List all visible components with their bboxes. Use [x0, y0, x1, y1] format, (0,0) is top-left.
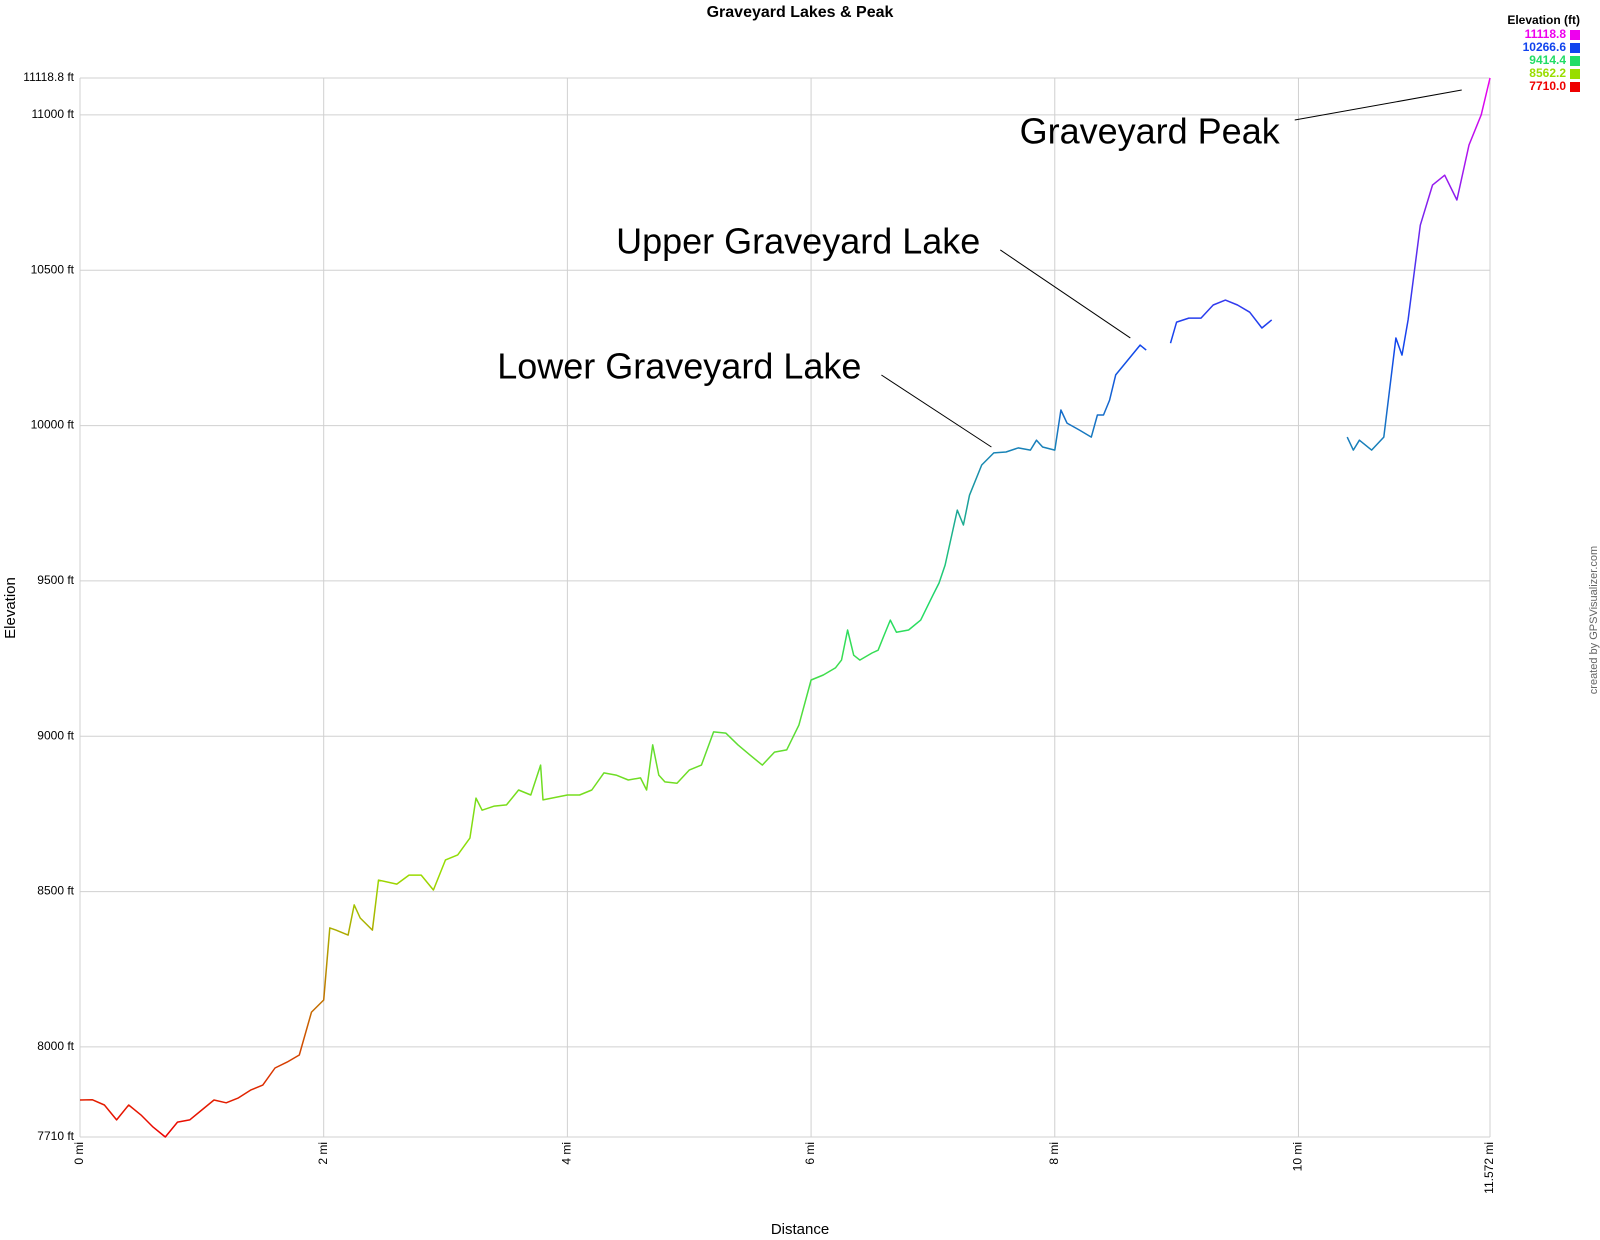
legend-swatch [1570, 56, 1580, 66]
x-tick-label: 0 mi [72, 1142, 86, 1165]
y-tick-label: 9000 ft [37, 728, 74, 742]
annotation-pointer [1294, 89, 1462, 121]
x-axis-label: Distance [771, 1221, 829, 1238]
x-tick-label: 11.572 mi [1482, 1142, 1496, 1194]
x-tick-label: 10 mi [1291, 1142, 1305, 1171]
y-tick-label: 8000 ft [37, 1039, 74, 1053]
legend-swatch [1570, 69, 1580, 79]
y-tick-label: 10000 ft [31, 418, 75, 432]
y-tick-label: 10500 ft [31, 262, 75, 276]
y-tick-label: 8500 ft [37, 884, 74, 898]
y-tick-label: 9500 ft [37, 573, 74, 587]
legend-swatch [1570, 82, 1580, 92]
x-tick-label: 4 mi [560, 1142, 574, 1165]
x-tick-label: 2 mi [316, 1142, 330, 1165]
legend-label: 11118.8 [1525, 27, 1567, 41]
annotation-pointer [1000, 249, 1131, 339]
legend-swatch [1570, 43, 1580, 53]
legend-label: 9414.4 [1529, 53, 1566, 67]
y-axis-label: Elevation [2, 577, 19, 639]
watermark: created by GPSVisualizer.com [1588, 546, 1600, 694]
y-tick-label: 11000 ft [32, 107, 75, 121]
y-tick-label: 7710 ft [37, 1129, 74, 1143]
annotation: Lower Graveyard Lake [497, 346, 861, 387]
annotation: Upper Graveyard Lake [616, 220, 980, 261]
legend-title: Elevation (ft) [1507, 13, 1580, 27]
elevation-line [79, 77, 1491, 1138]
legend-label: 8562.2 [1529, 66, 1566, 80]
legend-label: 7710.0 [1529, 79, 1566, 93]
y-tick-label: 11118.8 ft [23, 70, 74, 84]
x-tick-label: 6 mi [803, 1142, 817, 1165]
x-tick-label: 8 mi [1047, 1142, 1061, 1165]
annotation: Graveyard Peak [1020, 111, 1281, 152]
legend-swatch [1570, 30, 1580, 40]
legend-label: 10266.6 [1523, 40, 1567, 54]
annotation-pointer [881, 374, 992, 448]
chart-title: Graveyard Lakes & Peak [707, 4, 894, 21]
